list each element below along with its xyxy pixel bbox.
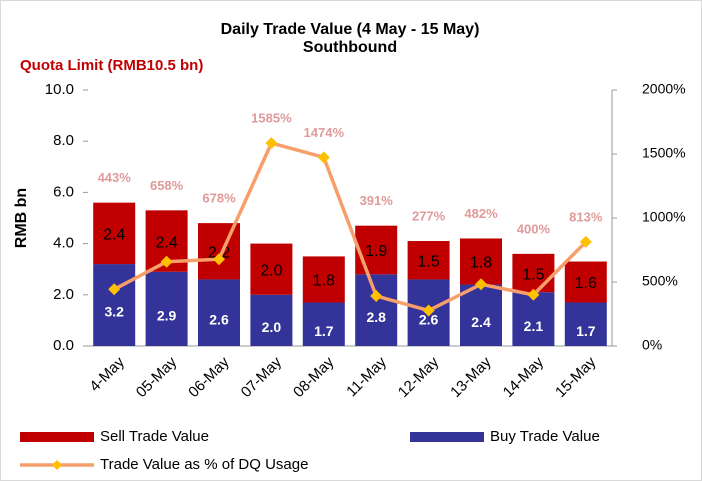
legend-label: Sell Trade Value	[100, 428, 209, 445]
bar-value-label: 2.0	[262, 319, 282, 335]
line-marker	[422, 304, 435, 317]
bar-segment	[512, 292, 555, 346]
bar-segment	[250, 294, 293, 346]
y-tick-label: 2.0	[53, 286, 74, 303]
y-axis-label: RMB bn	[13, 188, 30, 248]
bar-segment	[460, 238, 502, 285]
line-value-label: 658%	[150, 178, 184, 193]
line	[113, 141, 588, 313]
annotation: Quota Limit (RMB10.5 bn)	[20, 57, 203, 74]
legend-swatch	[20, 432, 94, 442]
line-marker	[370, 289, 383, 302]
y2-tick-label: 1000%	[642, 209, 686, 225]
line-value-label: 400%	[517, 221, 551, 236]
line-value-label: 678%	[202, 191, 236, 206]
bar-segment	[355, 225, 398, 275]
y-tick-label: 0.0	[53, 337, 74, 354]
bar-segment	[355, 274, 398, 346]
bar-value-label: 2.4	[155, 234, 177, 251]
bar-value-label: 2.9	[157, 308, 177, 324]
bar-segment	[198, 279, 240, 346]
line-marker	[475, 278, 487, 291]
line-value-label: 1585%	[251, 111, 292, 126]
bar-value-label: 1.6	[575, 275, 597, 292]
y2-tick-label: 500%	[642, 273, 678, 289]
bar-value-label: 2.6	[209, 311, 229, 327]
line-marker	[265, 137, 278, 150]
bar-value-label: 1.5	[417, 253, 439, 270]
line-value-label: 813%	[569, 209, 603, 224]
bar-segment	[564, 302, 607, 346]
line-marker	[108, 283, 121, 296]
bar-value-label: 3.2	[104, 304, 124, 320]
y-tick-label: 10.0	[45, 81, 74, 98]
bar-value-label: 2.4	[103, 227, 125, 244]
bar-value-label: 2.4	[471, 314, 491, 330]
bar-segment	[93, 264, 136, 346]
y-tick-label: 4.0	[53, 235, 74, 252]
bar-segment	[302, 302, 345, 346]
line-value-label: 277%	[412, 208, 446, 223]
line-marker	[527, 288, 540, 301]
bar-segment	[145, 271, 188, 346]
line-marker	[317, 151, 330, 164]
bar-value-label: 1.8	[470, 255, 492, 272]
bar-segment	[93, 202, 136, 265]
legend-swatch	[410, 432, 484, 442]
legend-label: Trade Value as % of DQ Usage	[100, 456, 308, 473]
bar-value-label: 2.0	[260, 262, 282, 279]
y2-tick-label: 0%	[642, 337, 662, 353]
line-value-label: 1474%	[304, 125, 345, 140]
bar-value-label: 1.9	[365, 243, 387, 260]
line-value-label: 482%	[464, 206, 498, 221]
bar-segment	[460, 284, 502, 346]
bar-value-label: 2.6	[419, 311, 439, 327]
y-tick-label: 8.0	[53, 132, 74, 149]
y-tick-label: 6.0	[53, 183, 74, 200]
legend-marker	[52, 460, 62, 470]
bar-value-label: 1.7	[576, 323, 596, 339]
bar-value-label: 1.5	[522, 266, 544, 283]
line-marker	[213, 253, 225, 266]
y2-tick-label: 2000%	[642, 81, 686, 97]
bar-segment	[564, 261, 607, 303]
bar-value-label: 2.8	[366, 309, 386, 325]
bar-value-label: 2.1	[524, 318, 544, 334]
bar-segment	[250, 243, 293, 295]
bar-segment	[198, 223, 240, 280]
line-marker	[579, 235, 592, 248]
y2-tick-label: 1500%	[642, 145, 686, 161]
bar-segment	[407, 241, 450, 280]
bar-segment	[302, 256, 345, 303]
bar-value-label: 1.7	[314, 323, 334, 339]
bar-segment	[512, 253, 555, 293]
chart-title: Daily Trade Value (4 May - 15 May)	[221, 21, 480, 38]
line-marker	[160, 255, 173, 268]
bar-value-label: 1.8	[313, 273, 335, 290]
line-value-label: 443%	[98, 170, 132, 185]
line-value-label: 391%	[360, 193, 394, 208]
legend-label: Buy Trade Value	[490, 428, 600, 445]
chart-subtitle: Southbound	[303, 39, 397, 56]
